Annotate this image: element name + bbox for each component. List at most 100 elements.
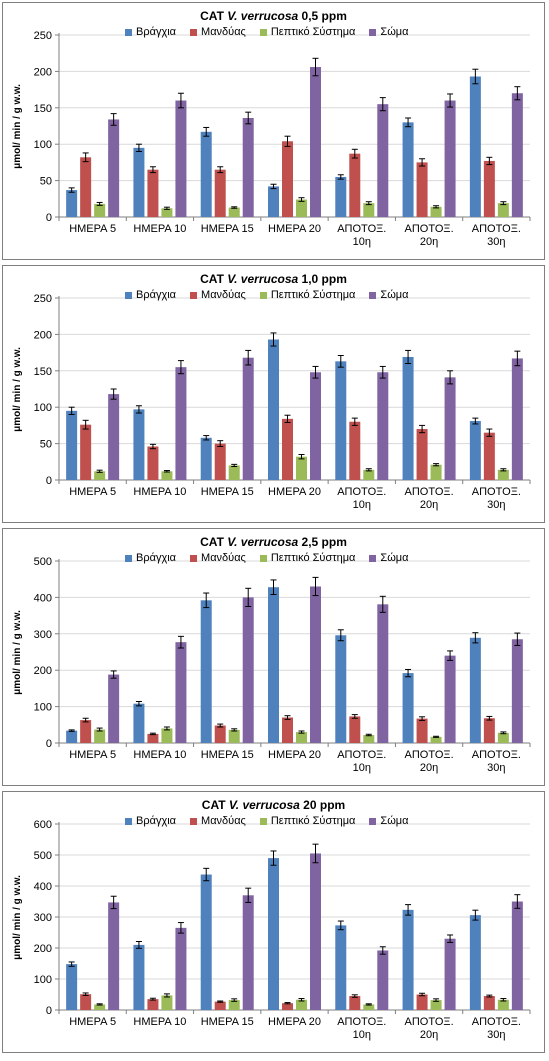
bar [511,93,523,217]
chart-svg: 0 100 200 300 400 500 ΗΜΕΡΑ 5 ΗΜΕΡΑ 10 ΗΜΕΡΑ 15 Η… [34,556,531,774]
bar [363,203,375,217]
bar [94,203,106,217]
bar [310,586,321,743]
title-suffix: 1,0 ppm [298,272,347,286]
bar [497,999,509,1010]
x-tick-label: 10η [353,762,371,774]
error-bar [96,469,103,473]
title-species: V. verrucosa [227,9,299,23]
bar [161,471,173,480]
bar [108,394,120,480]
bar [268,858,279,1010]
bar [66,190,78,217]
legend: Βράγχια Μανδύας Πεπτικό Σύστημα Σώμα [125,552,422,564]
legend-label: Μανδύας [201,26,246,38]
error-bar [337,355,344,368]
bar [402,673,414,743]
chart-svg: 0 100 200 300 400 500 600 ΗΜΕΡΑ 5 ΗΜΕΡΑ 10 ΗΜΕΡΑ … [34,819,531,1041]
error-bar [245,887,252,903]
error-bar [110,670,117,679]
bar [363,469,375,480]
bar [133,409,145,480]
error-bar [486,428,493,437]
x-tick-label: 10η [353,236,371,248]
error-bar [472,632,479,644]
legend-item: Μανδύας [190,815,246,827]
y-tick-label: 500 [34,556,52,568]
bar [200,874,212,1010]
bar [66,730,78,743]
bar [147,446,159,480]
error-bar [500,468,507,472]
error-bar [217,1000,224,1003]
y-tick-label: 150 [34,103,52,115]
legend: Βράγχια Μανδύας Πεπτικό Σύστημα Σώμα [125,289,422,301]
error-bar [447,93,454,108]
error-bar [312,57,319,77]
legend-label: Μανδύας [201,815,246,827]
legend-label: Σώμα [380,26,409,38]
legend-swatch [259,28,267,36]
bar [66,964,78,1010]
x-tick-label: ΑΠΟΤΟΞ. [472,223,521,235]
bar [268,587,279,743]
y-tick-label: 100 [34,402,52,414]
y-axis-label: μmol/ min / g w.w. [11,83,23,169]
bar [335,361,347,480]
x-tick-label: 30η [487,762,505,774]
bar [335,176,347,217]
bar [310,372,321,480]
error-bar [149,443,156,450]
x-tick-label: ΑΠΟΤΟΞ. [472,1016,521,1028]
x-tick-label: ΗΜΕΡΑ 5 [69,223,116,235]
y-tick-label: 300 [34,629,52,641]
legend-label: Βράγχια [136,552,177,564]
bar [108,119,120,217]
bar [416,994,428,1010]
x-tick-label: 30η [487,236,505,248]
error-bar [231,206,238,209]
error-bar [217,440,224,448]
error-bar [419,424,426,434]
legend-swatch [369,28,377,36]
chart-title: CAT V. verrucosa 1,0 ppm [3,272,544,286]
error-bar [284,1002,291,1005]
error-bar [312,576,319,597]
bar [214,1001,226,1010]
legend-label: Βράγχια [136,815,177,827]
x-tick-label: 20η [420,236,438,248]
error-bar [405,117,412,128]
error-bar [203,126,210,137]
bar [430,1000,442,1010]
bar [402,909,414,1010]
x-tick-label: 20η [420,1029,438,1041]
bar [335,635,347,743]
y-axis-label: μmol/ min / g w.w. [11,609,23,695]
error-bar [351,417,358,426]
error-bar [337,920,344,931]
error-bar [163,993,170,998]
chart-title: CAT V. verrucosa 20 ppm [3,798,544,812]
error-bar [68,187,75,193]
y-tick-label: 0 [46,212,52,224]
bar [349,153,361,217]
error-bar [447,370,454,385]
error-bar [96,727,103,732]
y-tick-label: 600 [34,819,52,831]
legend-label: Σώμα [380,552,409,564]
error-bar [312,365,319,379]
bar [483,718,495,743]
bar [282,141,293,217]
error-bar [135,405,142,414]
x-tick-label: ΗΜΕΡΑ 5 [69,749,116,761]
error-bar [231,463,238,468]
bar [402,122,414,217]
chart-svg: 0 50 100 150 200 250 ΗΜΕΡΑ 5 ΗΜΕΡΑ 10 ΗΜΕΡΑ 15 ΗΜ… [34,293,531,511]
bar [497,469,509,480]
error-bar [270,332,277,347]
bar [335,925,347,1010]
error-bar [177,635,184,649]
error-bar [379,595,386,613]
legend-label: Βράγχια [136,289,177,301]
legend-swatch [190,28,198,36]
